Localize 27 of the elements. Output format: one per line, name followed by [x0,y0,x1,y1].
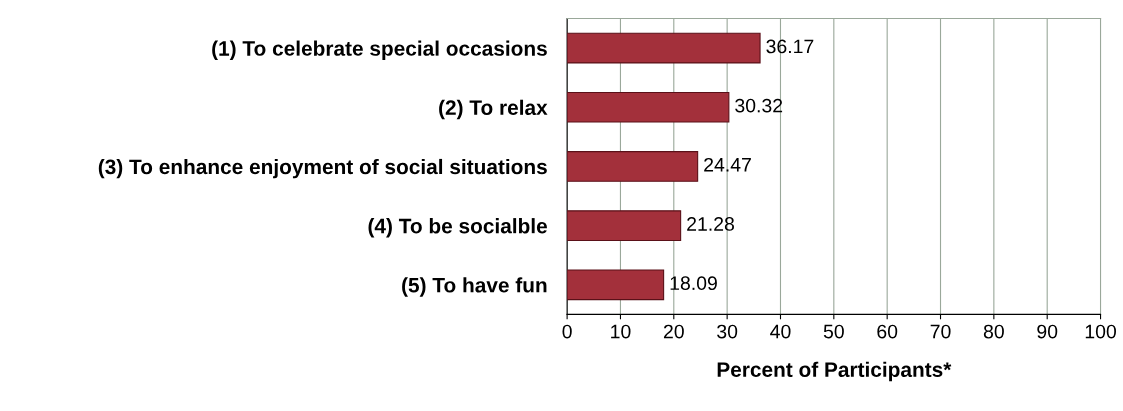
x-tick-label: 40 [770,324,791,339]
data-label: 24.47 [704,157,751,172]
data-label: 21.28 [687,217,734,231]
bar [567,32,761,64]
x-tick-label: 80 [983,324,1004,339]
x-tick-label: 50 [823,324,844,339]
x-tick-label: 60 [877,324,898,339]
x-tick-label: 0 [562,324,572,339]
y-tick-label: (2) To relax [439,99,548,120]
x-tick-label: 90 [1037,324,1058,339]
x-tick-label: 100 [1085,324,1116,339]
bar [567,269,665,301]
y-tick-label: (3) To enhance enjoyment of social situations [98,158,547,179]
x-tick-label: 30 [717,324,738,339]
data-label: 30.32 [735,98,783,113]
y-tick-label: (4) To be socialble [368,218,547,238]
data-label: 36.17 [766,39,814,54]
y-tick-label: (1) To celebrate special occasions [212,40,547,60]
x-tick-label: 70 [930,324,951,339]
bar [567,210,682,241]
data-label: 18.09 [670,276,717,291]
bar [567,151,699,182]
y-tick-label: (5) To have fun [402,277,547,297]
bar [567,91,730,123]
x-tick-label: 10 [611,324,631,339]
x-tick-label: 20 [663,324,684,339]
x-axis-title: Percent of Participants* [717,361,952,382]
